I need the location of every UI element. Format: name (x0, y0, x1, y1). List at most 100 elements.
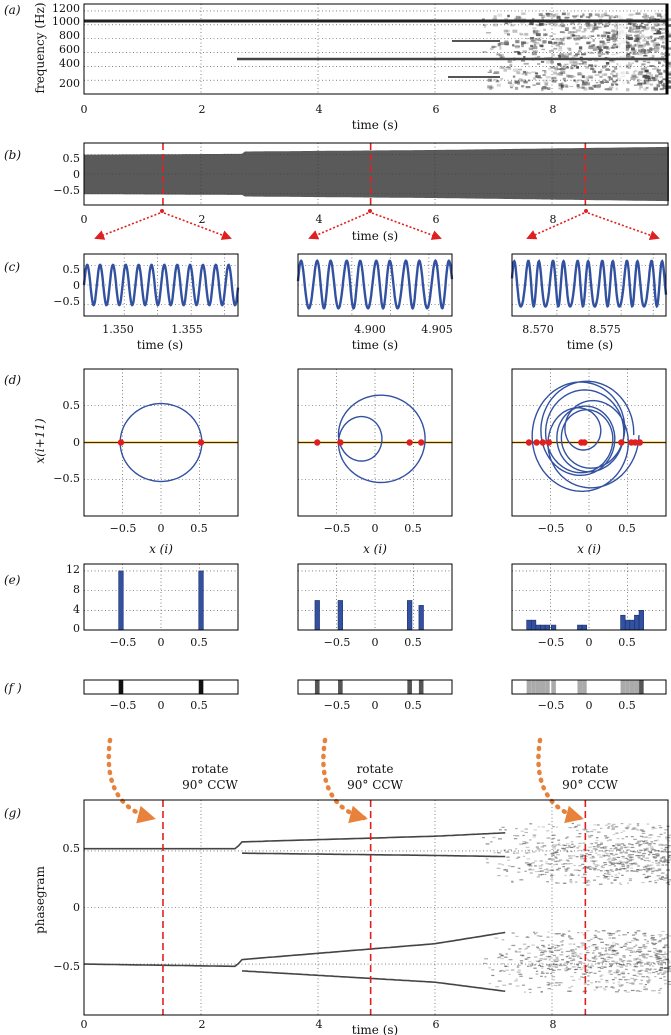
spectrogram-cell (610, 73, 614, 75)
phasegram-branch (242, 852, 506, 858)
spectrogram-cell (643, 75, 650, 79)
spectrogram-cell (512, 75, 516, 78)
phasegram-point (586, 866, 590, 868)
barcode-stripe (418, 680, 424, 694)
phasegram-point (661, 864, 665, 866)
spectrogram-cell (560, 37, 564, 41)
phasegram-point (543, 958, 548, 960)
phasegram-point (602, 846, 607, 848)
ytick: −0.5 (53, 184, 80, 197)
phasegram-point (565, 843, 570, 845)
phasegram-point (615, 843, 619, 845)
spectrogram-cell (649, 47, 653, 51)
phasegram-point (557, 945, 561, 947)
xtick: 8.570 (522, 323, 554, 336)
phasegram-point (648, 837, 652, 839)
spectrogram-cell (570, 67, 574, 70)
phasegram-point (654, 880, 657, 882)
spectrogram-cell (631, 47, 635, 51)
spectrogram-cell (575, 62, 579, 65)
phasegram-point (536, 876, 540, 878)
xtick: 4 (316, 1018, 323, 1031)
phasegram-point (604, 960, 608, 962)
phasegram-point (565, 859, 569, 861)
phasegram-point (658, 992, 661, 994)
spectrogram-cell (577, 34, 581, 37)
phasegram-point (611, 875, 614, 877)
phasegram-point (497, 863, 502, 865)
phasegram-point (544, 854, 547, 856)
phasegram-point (532, 931, 536, 933)
spectrogram-cell (648, 78, 652, 82)
phasegram-point (654, 953, 658, 956)
phasegram-point (665, 851, 669, 853)
spectrogram-cell (595, 81, 599, 84)
phasegram-point (598, 845, 601, 848)
phasegram-point (588, 971, 593, 974)
phasegram-point (525, 947, 528, 949)
phasegram-point (552, 954, 556, 957)
phasegram-point (510, 969, 515, 971)
spectrogram-cell (644, 69, 649, 73)
spectrogram-cell (482, 51, 487, 53)
spectrogram-cell (582, 61, 587, 64)
spectrogram-cell (630, 13, 635, 16)
spectrogram-cell (592, 69, 596, 74)
phasegram-point (552, 944, 555, 946)
phasegram-point (611, 826, 615, 829)
spectrogram-cell (570, 21, 575, 25)
spectrogram-cell (562, 54, 566, 56)
panel-a-spectrogram: (a) frequency (Hz) 1200 1000 800 600 400… (4, 2, 671, 132)
phasegram-point (634, 933, 638, 935)
phasegram-point (540, 846, 544, 848)
phasegram-point (622, 955, 626, 957)
phasegram-point (577, 845, 581, 847)
phasegram-point (619, 867, 623, 870)
spectrogram-cell (649, 83, 653, 86)
phasegram-point (555, 950, 559, 952)
phasegram-point (595, 946, 599, 948)
spectrogram-cell (634, 30, 640, 33)
phasegram-point (550, 878, 554, 880)
spectrogram-cell (629, 63, 633, 67)
phasegram-point (610, 825, 614, 827)
phasegram-point (651, 943, 655, 945)
section-point (581, 439, 588, 446)
phasegram-point (529, 991, 532, 994)
phasegram-point (553, 856, 557, 858)
phasegram-point (492, 836, 496, 839)
phasegram-point (529, 964, 534, 966)
spectrogram-cell (655, 83, 660, 86)
spectrogram-cell (587, 41, 592, 43)
spectrogram-cell (662, 35, 665, 38)
phasegram-point (621, 971, 625, 973)
phasegram-point (515, 935, 519, 938)
spectrogram-cell (556, 72, 560, 76)
phasegram-point (554, 856, 558, 859)
phasegram-point (636, 975, 640, 977)
phasegram-point (604, 835, 608, 837)
phasegram-point (562, 933, 565, 935)
phasegram-point (606, 840, 609, 842)
phasegram-point (521, 955, 524, 957)
spectrogram-cell (636, 41, 641, 44)
spectrogram-cell (659, 75, 664, 78)
phasegram-point (580, 942, 585, 944)
phasegram-point (550, 873, 553, 875)
phasegram-point (518, 867, 521, 870)
panel-b-yticks: 0.5 0 −0.5 (53, 152, 80, 197)
phasegram-point (665, 934, 668, 936)
phasegram-point (595, 987, 598, 989)
phasegram-point (591, 855, 595, 858)
phasegram-point (579, 968, 583, 971)
spectrogram-cell (551, 76, 557, 80)
phasegram-point (651, 942, 654, 944)
phasegram-point (501, 939, 505, 941)
phasegram-point (657, 868, 662, 870)
phasegram-point (542, 845, 547, 847)
panel-a-xticks: 0 2 4 6 8 (81, 103, 557, 116)
section-point (406, 439, 413, 446)
spectrogram-cell (503, 68, 507, 72)
phasegram-point (641, 849, 644, 851)
spectrogram-cell (533, 32, 538, 35)
